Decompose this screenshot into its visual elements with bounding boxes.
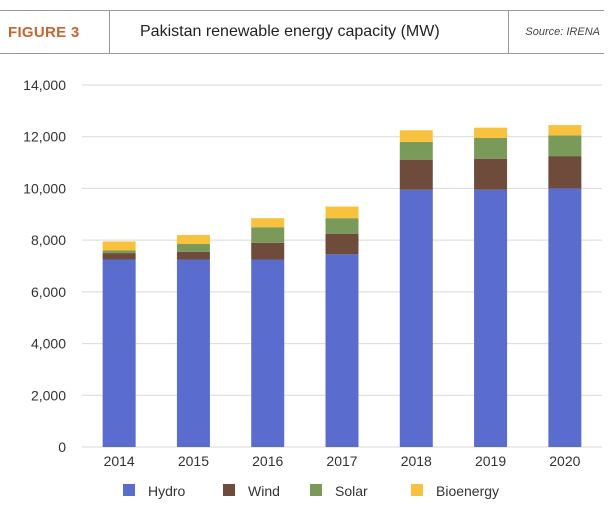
bar-wind-2018: [399, 159, 433, 190]
bar-hydro-2019: [474, 189, 508, 447]
legend-label-bioenergy: Bioenergy: [436, 483, 499, 499]
bars: [102, 125, 582, 447]
y-tick-label: 6,000: [31, 284, 66, 300]
figure-label: FIGURE 3: [0, 11, 110, 53]
x-tick-label: 2016: [252, 453, 283, 469]
bar-bioenergy-2019: [474, 127, 508, 139]
legend-label-wind: Wind: [248, 483, 280, 499]
x-tick-label: 2015: [178, 453, 209, 469]
figure-source: Source: IRENA: [508, 11, 604, 53]
y-tick-label: 12,000: [23, 129, 66, 145]
legend-swatch-hydro: [123, 484, 135, 496]
y-axis: 0 2,000 4,000 6,000 8,000 10,000 12,000 14,000: [23, 77, 66, 455]
legend-swatch-solar: [310, 484, 322, 496]
bar-wind-2019: [474, 158, 508, 190]
bar-solar-2020: [548, 135, 582, 157]
x-tick-label: 2017: [326, 453, 357, 469]
bar-bioenergy-2016: [251, 218, 285, 228]
bar-hydro-2014: [102, 259, 136, 447]
x-tick-label: 2018: [401, 453, 432, 469]
bar-wind-2020: [548, 156, 582, 189]
y-tick-label: 4,000: [31, 336, 66, 352]
x-tick-label: 2020: [549, 453, 580, 469]
y-tick-label: 10,000: [23, 180, 66, 196]
x-axis: 2014 2015 2016 2017 2018 2019 2020: [104, 453, 581, 469]
legend-label-hydro: Hydro: [148, 483, 186, 499]
bar-wind-2015: [176, 251, 210, 260]
figure-header: FIGURE 3 Pakistan renewable energy capac…: [0, 10, 604, 54]
y-tick-label: 0: [58, 439, 66, 455]
bar-solar-2018: [399, 141, 433, 160]
bar-hydro-2015: [176, 259, 210, 447]
bar-bioenergy-2017: [325, 206, 359, 219]
legend-swatch-wind: [223, 484, 235, 496]
bar-wind-2014: [102, 253, 136, 260]
bar-bioenergy-2014: [102, 241, 136, 251]
x-tick-label: 2019: [475, 453, 506, 469]
bar-bioenergy-2018: [399, 130, 433, 142]
y-tick-label: 14,000: [23, 77, 66, 93]
bar-wind-2016: [251, 242, 285, 260]
legend-swatch-bioenergy: [411, 484, 423, 496]
x-tick-label: 2014: [104, 453, 135, 469]
bar-wind-2017: [325, 233, 359, 255]
figure-title: Pakistan renewable energy capacity (MW): [140, 23, 440, 40]
bar-hydro-2017: [325, 254, 359, 447]
bar-hydro-2018: [399, 189, 433, 447]
legend: Hydro Wind Solar Bioenergy: [123, 483, 499, 499]
legend-label-solar: Solar: [335, 483, 368, 499]
bar-solar-2019: [474, 138, 508, 159]
y-tick-label: 8,000: [31, 232, 66, 248]
bar-bioenergy-2020: [548, 125, 582, 136]
bar-solar-2016: [251, 227, 285, 243]
bar-hydro-2016: [251, 259, 285, 447]
bar-solar-2017: [325, 218, 359, 234]
bar-solar-2014: [102, 250, 136, 254]
y-tick-label: 2,000: [31, 387, 66, 403]
bar-solar-2015: [176, 244, 210, 252]
bar-bioenergy-2015: [176, 234, 210, 245]
bar-hydro-2020: [548, 188, 582, 447]
